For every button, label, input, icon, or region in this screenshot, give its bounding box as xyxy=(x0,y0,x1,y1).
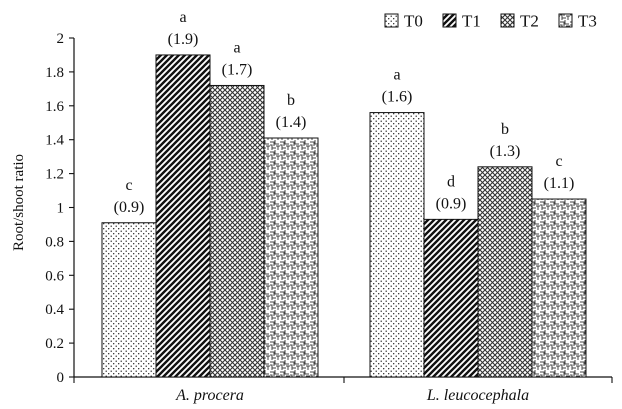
bar-t1-1 xyxy=(155,54,211,378)
data-label-letter: b xyxy=(287,92,295,109)
y-tick-label: 0.2 xyxy=(45,336,64,352)
bar-t0-1 xyxy=(101,222,157,378)
data-label-letter: a xyxy=(393,67,400,84)
y-tick-label: 1 xyxy=(57,201,65,217)
y-axis-title: Root/shoot ratio xyxy=(11,154,27,251)
x-category-label: A. procera xyxy=(175,387,244,404)
data-label-value: (1.4) xyxy=(276,114,307,131)
y-tick-label: 1.6 xyxy=(45,99,64,115)
legend-label-t0: T0 xyxy=(404,12,423,31)
data-label-letter: c xyxy=(125,177,132,194)
data-label-value: (1.1) xyxy=(544,175,575,192)
y-tick-label: 1.8 xyxy=(45,65,64,81)
legend-label-t1: T1 xyxy=(462,12,481,31)
data-labels: (0.9) c (1.6) a (1.9) a (0.9) d (1.7) a (1.3) b (1.4… xyxy=(114,9,575,216)
legend-swatch-t2 xyxy=(500,13,515,28)
bars xyxy=(101,54,587,378)
bar-t3-1 xyxy=(263,137,319,378)
legend-swatch-t3 xyxy=(558,13,573,28)
data-label-letter: a xyxy=(179,9,186,26)
y-tick-label: 1.4 xyxy=(45,133,64,149)
data-label-letter: a xyxy=(233,39,240,56)
legend-swatch-t0 xyxy=(384,13,399,28)
y-tick-label: 0.8 xyxy=(45,234,64,250)
data-label-letter: b xyxy=(501,121,509,138)
bar-t0-2 xyxy=(369,112,425,378)
legend: T0 T1 T2 T3 xyxy=(384,12,597,31)
legend-label-t2: T2 xyxy=(520,12,539,31)
y-tick-label: 1.2 xyxy=(45,167,64,183)
bar-t2-1 xyxy=(209,84,265,378)
y-tick-label: 0.4 xyxy=(45,302,64,318)
bar-t1-2 xyxy=(423,218,479,378)
bar-t2-2 xyxy=(477,166,533,378)
data-label-value: (1.6) xyxy=(382,89,413,106)
data-label-letter: d xyxy=(447,173,455,190)
legend-swatch-t1 xyxy=(442,13,457,28)
y-tick-label: 0.6 xyxy=(45,268,64,284)
data-label-value: (1.9) xyxy=(168,31,199,48)
legend-label-t3: T3 xyxy=(578,12,597,31)
y-tick-label: 2 xyxy=(57,31,65,47)
data-label-value: (1.3) xyxy=(490,143,521,160)
y-tick-label: 0 xyxy=(57,370,65,386)
data-label-letter: c xyxy=(555,153,562,170)
bar-t3-2 xyxy=(531,198,587,378)
axes: 0 0.2 0.4 0.6 0.8 1 1.2 1.4 1.6 1.8 2 A. procera L. … xyxy=(45,31,613,404)
data-label-value: (0.9) xyxy=(114,199,145,216)
data-label-value: (0.9) xyxy=(436,195,467,212)
x-category-label: L. leucocephala xyxy=(426,387,529,404)
data-label-value: (1.7) xyxy=(222,61,253,78)
